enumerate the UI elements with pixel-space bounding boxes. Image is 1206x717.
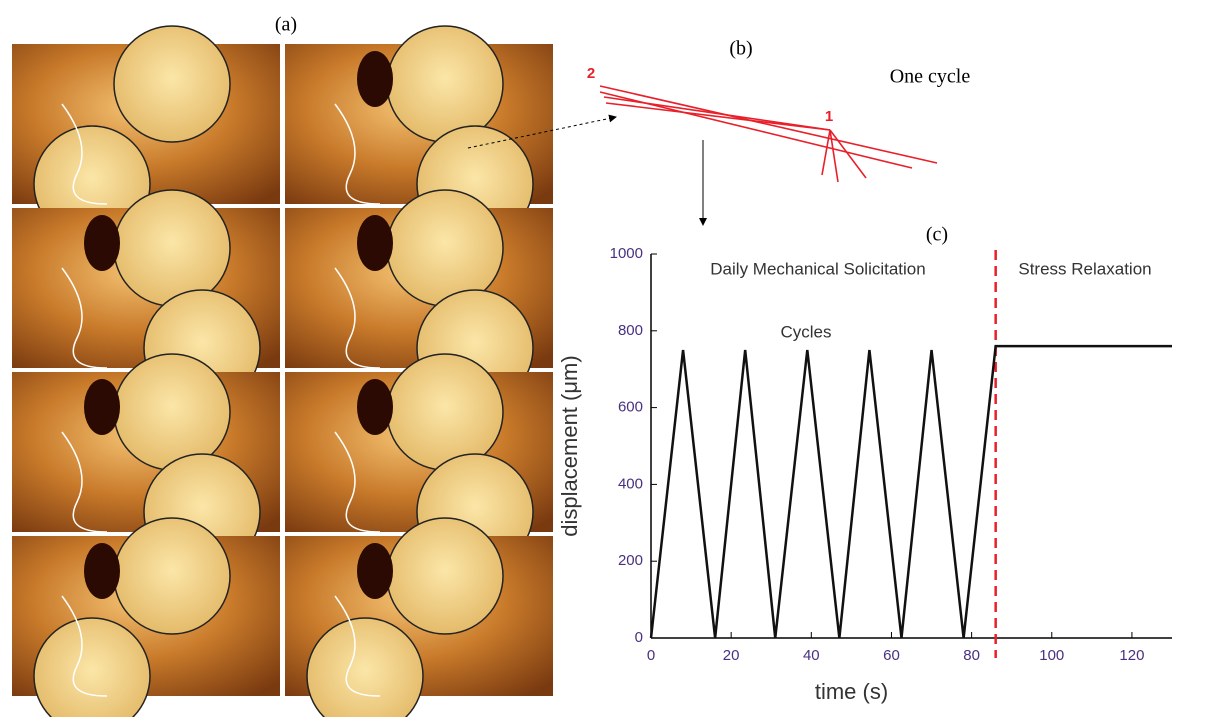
cavity xyxy=(357,379,393,435)
y-tick-label: 800 xyxy=(618,322,643,339)
disc xyxy=(113,517,231,635)
cavity xyxy=(357,215,393,271)
cavity xyxy=(357,543,393,599)
cavity xyxy=(84,215,120,271)
disc xyxy=(33,617,151,717)
trace xyxy=(334,267,381,369)
point-label: 1 xyxy=(825,108,833,125)
disc xyxy=(113,353,231,471)
chart: 0 200 400 600 800 1000 0 20 40 60 80 100 120 time (s)… xyxy=(557,245,1172,704)
trace xyxy=(61,595,108,697)
cavity xyxy=(357,51,393,107)
panel-label: (a) xyxy=(275,14,297,36)
photo-tile xyxy=(285,517,553,717)
x-tick-label: 20 xyxy=(723,647,740,664)
disc xyxy=(386,189,504,307)
disc xyxy=(386,517,504,635)
y-tick-label: 0 xyxy=(635,629,643,646)
disc xyxy=(386,353,504,471)
x-tick-label: 120 xyxy=(1119,647,1144,664)
trace xyxy=(334,431,381,533)
photo-tile xyxy=(12,25,280,243)
cavity xyxy=(84,543,120,599)
y-tick-label: 400 xyxy=(618,475,643,492)
trace xyxy=(334,595,381,697)
arrow xyxy=(467,114,617,149)
photo-grid xyxy=(12,25,553,717)
annotation: Daily Mechanical Solicitation xyxy=(710,259,925,278)
panel-label: (c) xyxy=(926,224,948,246)
disc xyxy=(306,617,424,717)
trace xyxy=(61,431,108,533)
x-axis-label: time (s) xyxy=(815,679,888,704)
x-tick-label: 0 xyxy=(647,647,655,664)
trace xyxy=(61,103,108,205)
diagram-title: One cycle xyxy=(890,66,971,88)
disc xyxy=(113,25,231,143)
cavity xyxy=(84,379,120,435)
x-tick-label: 40 xyxy=(803,647,820,664)
y-tick-label: 1000 xyxy=(610,245,643,262)
trace xyxy=(61,267,108,369)
trace xyxy=(334,103,381,205)
y-axis-label: displacement (μm) xyxy=(557,355,582,536)
annotation: Cycles xyxy=(780,322,831,341)
point-label: 2 xyxy=(587,65,595,82)
x-tick-label: 80 xyxy=(963,647,980,664)
data-line xyxy=(649,344,1172,639)
y-tick-label: 600 xyxy=(618,399,643,416)
disc xyxy=(386,25,504,143)
disc xyxy=(113,189,231,307)
y-tick-label: 200 xyxy=(618,552,643,569)
photo-tile xyxy=(12,517,280,717)
cycle-sketch xyxy=(599,85,938,183)
panel-label: (b) xyxy=(729,38,752,60)
x-tick-label: 100 xyxy=(1039,647,1064,664)
annotation: Stress Relaxation xyxy=(1018,259,1151,278)
x-tick-label: 60 xyxy=(883,647,900,664)
